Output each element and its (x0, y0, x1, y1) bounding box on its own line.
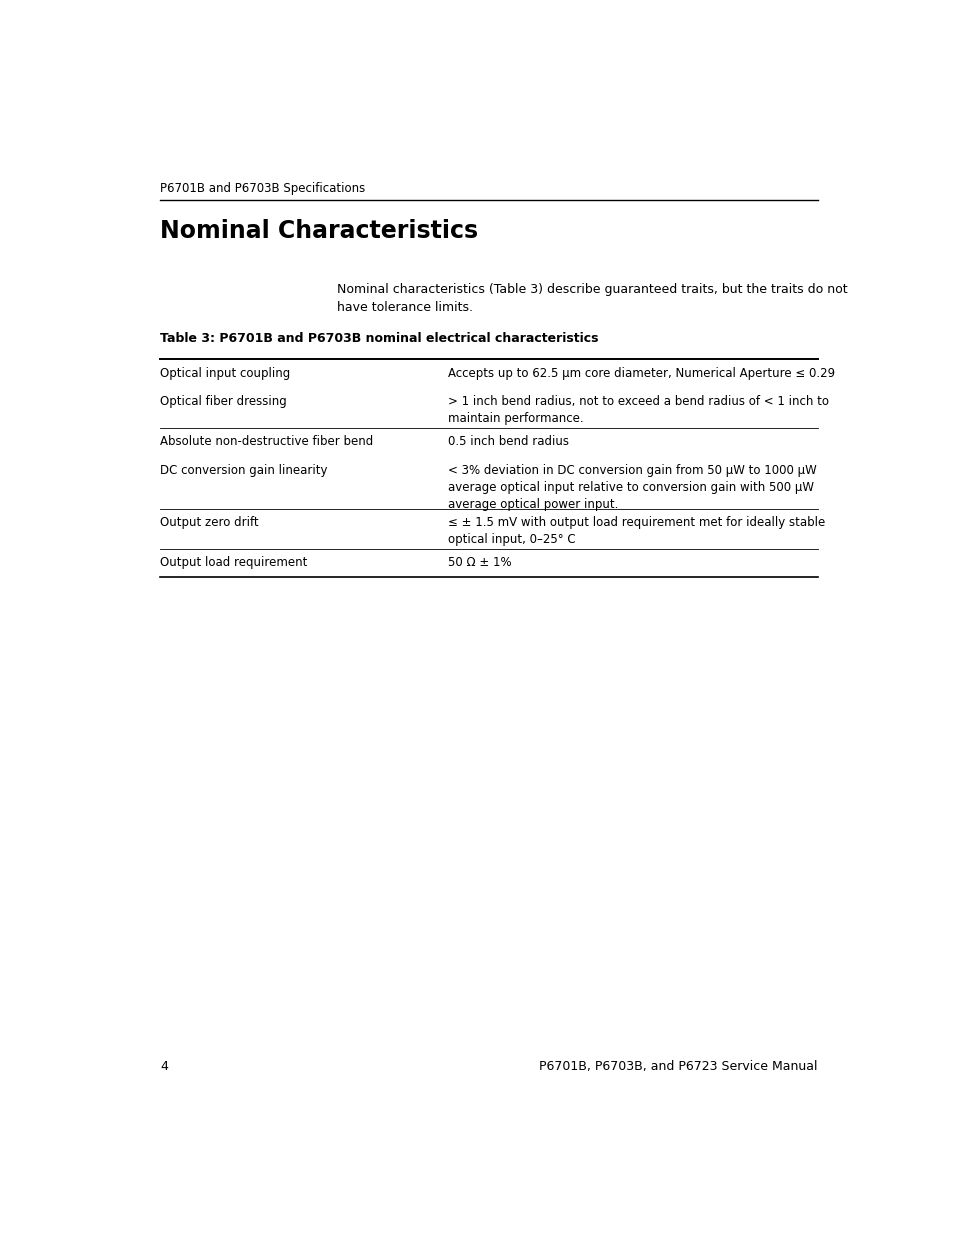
Text: Optical input coupling: Optical input coupling (160, 367, 290, 380)
Text: P6701B and P6703B Specifications: P6701B and P6703B Specifications (160, 182, 365, 195)
Text: < 3% deviation in DC conversion gain from 50 μW to 1000 μW
average optical input: < 3% deviation in DC conversion gain fro… (448, 464, 816, 511)
Text: Accepts up to 62.5 μm core diameter, Numerical Aperture ≤ 0.29: Accepts up to 62.5 μm core diameter, Num… (448, 367, 835, 380)
Text: Absolute non-destructive fiber bend: Absolute non-destructive fiber bend (160, 436, 373, 448)
Text: Output load requirement: Output load requirement (160, 556, 307, 569)
Text: DC conversion gain linearity: DC conversion gain linearity (160, 464, 327, 477)
Text: Nominal Characteristics: Nominal Characteristics (160, 220, 477, 243)
Text: 4: 4 (160, 1060, 168, 1072)
Text: Optical fiber dressing: Optical fiber dressing (160, 395, 286, 409)
Text: P6701B, P6703B, and P6723 Service Manual: P6701B, P6703B, and P6723 Service Manual (538, 1060, 817, 1072)
Text: Nominal characteristics (Table 3) describe guaranteed traits, but the traits do : Nominal characteristics (Table 3) descri… (337, 283, 847, 314)
Text: Table 3: P6701B and P6703B nominal electrical characteristics: Table 3: P6701B and P6703B nominal elect… (160, 332, 598, 345)
Text: ≤ ± 1.5 mV with output load requirement met for ideally stable
optical input, 0–: ≤ ± 1.5 mV with output load requirement … (448, 516, 824, 546)
Text: Output zero drift: Output zero drift (160, 516, 258, 530)
Text: 0.5 inch bend radius: 0.5 inch bend radius (448, 436, 569, 448)
Text: 50 Ω ± 1%: 50 Ω ± 1% (448, 556, 512, 569)
Text: > 1 inch bend radius, not to exceed a bend radius of < 1 inch to
maintain perfor: > 1 inch bend radius, not to exceed a be… (448, 395, 828, 425)
